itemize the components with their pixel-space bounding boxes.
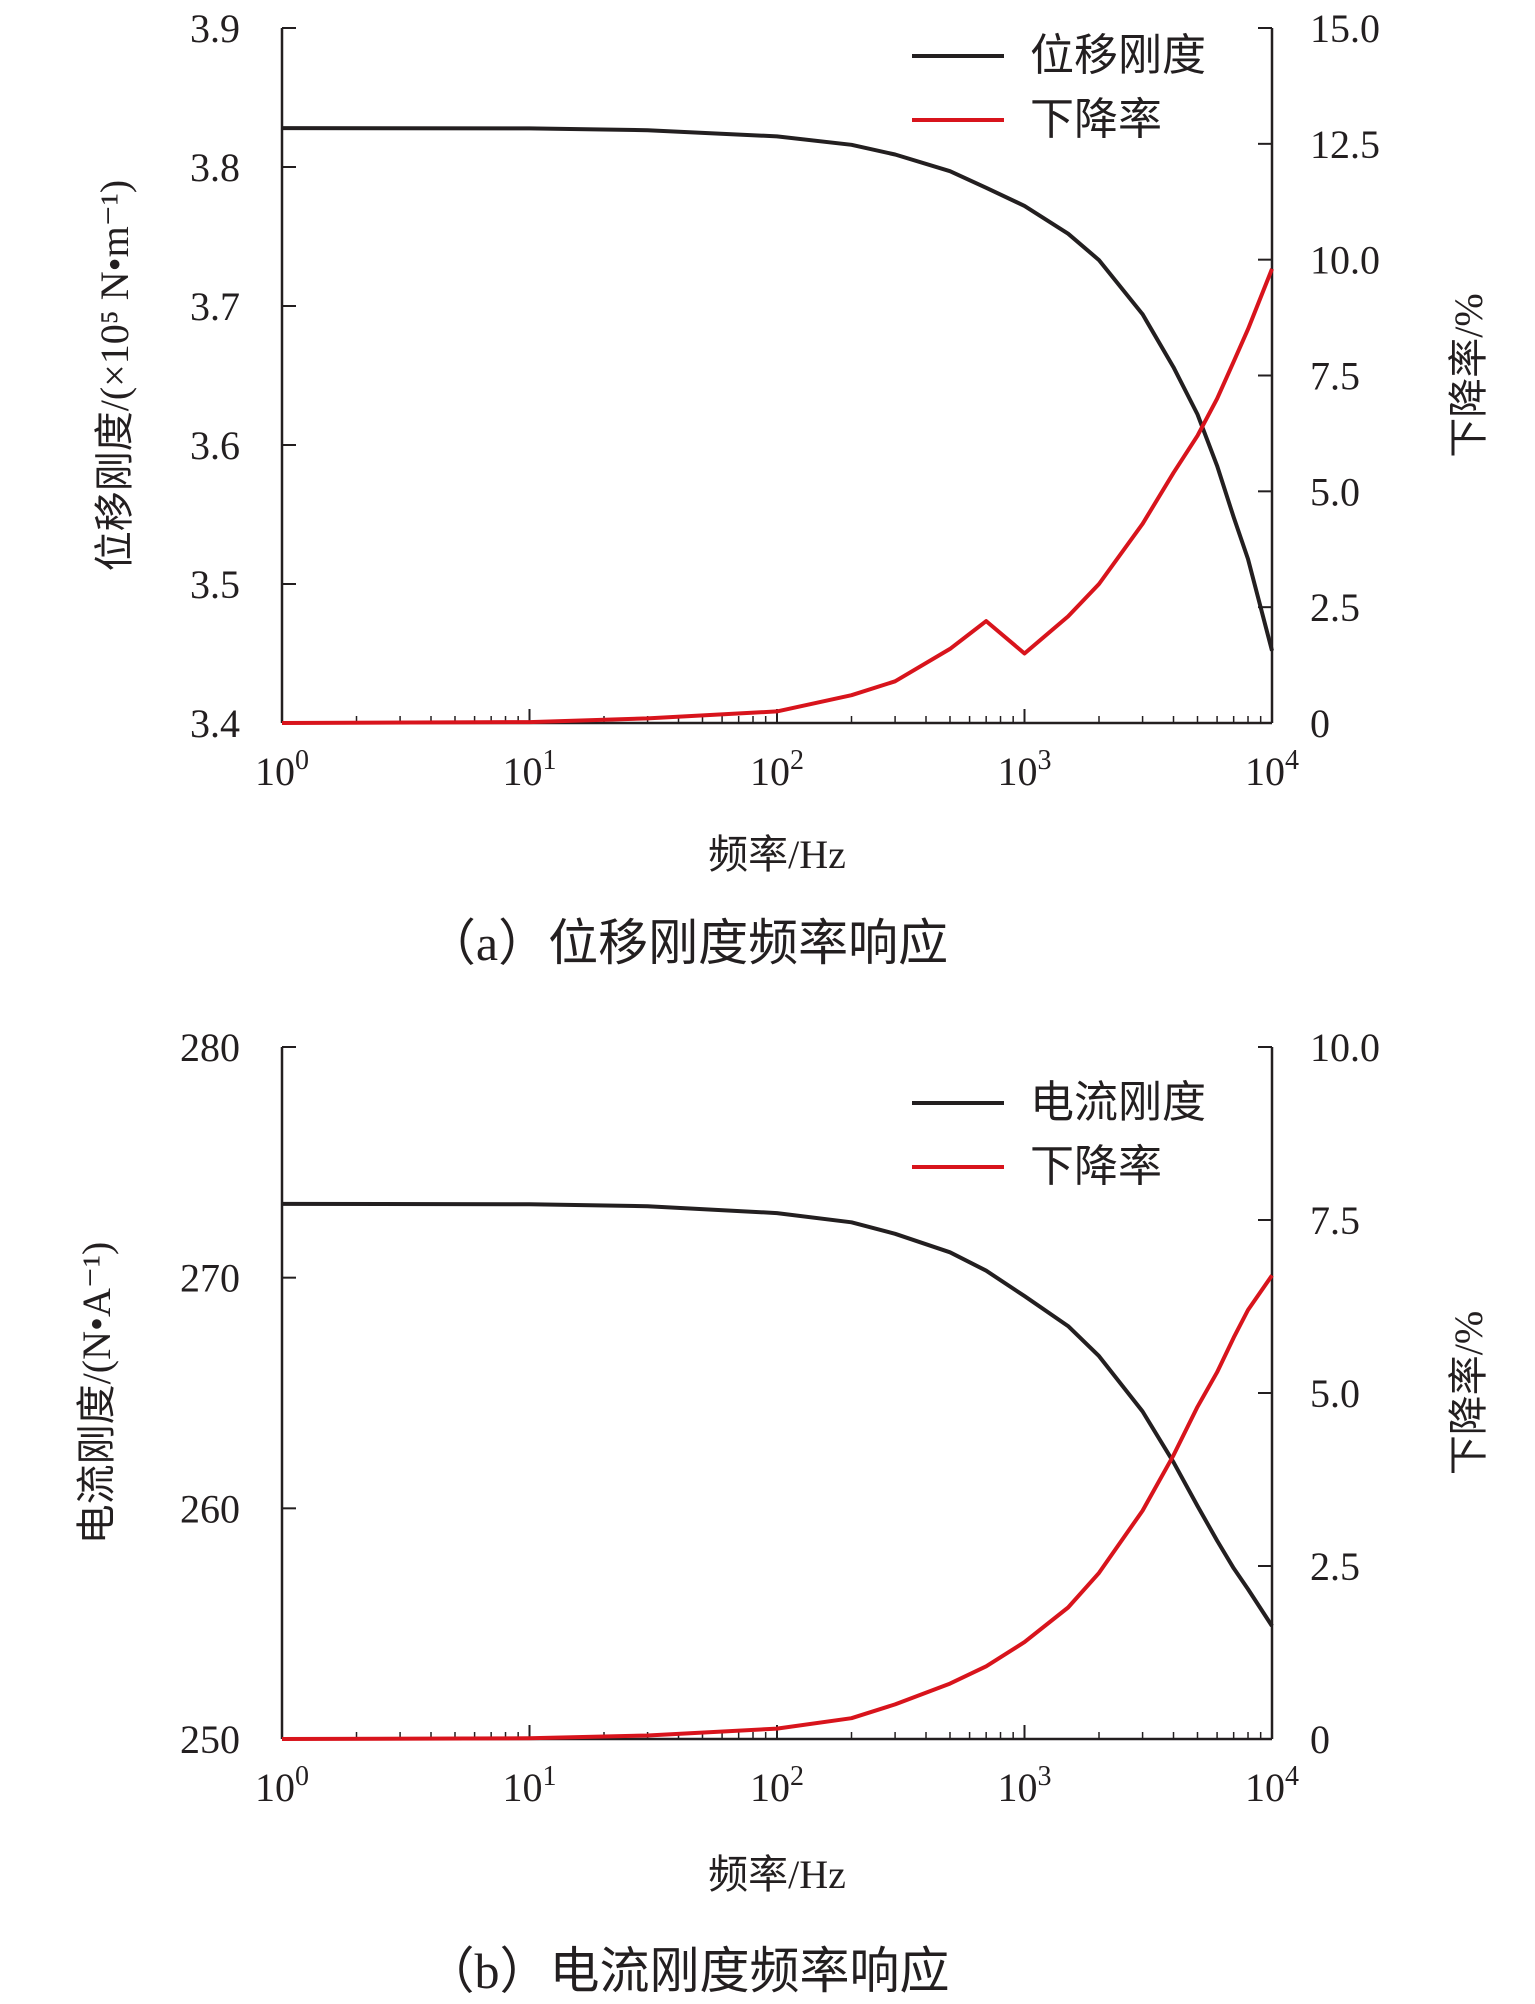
right-y-tick-label: 0 <box>1310 1717 1330 1762</box>
x-tick-exponent: 2 <box>790 745 804 776</box>
left-y-tick-label: 3.9 <box>190 6 240 51</box>
right-y-tick-label: 2.5 <box>1310 585 1360 630</box>
right-y-tick-label: 12.5 <box>1310 122 1380 167</box>
x-tick-label: 101 <box>503 1761 557 1810</box>
right-y-tick-label: 7.5 <box>1310 354 1360 399</box>
left-y-tick-label: 250 <box>180 1717 240 1762</box>
series-line-1 <box>281 1274 1274 1741</box>
x-tick-base: 10 <box>998 749 1038 794</box>
x-tick-base: 10 <box>1245 1765 1285 1810</box>
right-y-tick-label: 15.0 <box>1310 6 1380 51</box>
legend-label: 下降率 <box>1030 95 1162 144</box>
legend-label: 电流刚度 <box>1030 1078 1206 1127</box>
x-tick-label: 100 <box>255 745 309 794</box>
left-y-tick-label: 3.7 <box>190 284 240 329</box>
x-axis-title: 频率/Hz <box>708 832 846 877</box>
x-tick-base: 10 <box>750 1765 790 1810</box>
figure-caption: （b）电流刚度频率响应 <box>425 1943 950 1999</box>
right-y-tick-label: 2.5 <box>1310 1544 1360 1589</box>
left-y-tick-label: 3.8 <box>190 145 240 190</box>
right-y-axis-title: 下降率/% <box>1446 1311 1491 1475</box>
x-tick-base: 10 <box>750 749 790 794</box>
x-tick-exponent: 1 <box>543 745 557 776</box>
right-y-tick-label: 5.0 <box>1310 1371 1360 1416</box>
right-y-tick-label: 5.0 <box>1310 469 1360 514</box>
x-tick-exponent: 2 <box>790 1761 804 1792</box>
x-tick-exponent: 3 <box>1038 745 1052 776</box>
chart-panel-a: 100 101 102 103 1043.43.53.63.73.83.902.55.0… <box>92 6 1491 971</box>
x-tick-base: 10 <box>503 749 543 794</box>
x-tick-label: 103 <box>998 745 1052 794</box>
left-y-axis-title: 电流刚度/(N•A⁻¹) <box>74 1242 119 1545</box>
x-tick-label: 102 <box>750 745 804 794</box>
left-y-tick-label: 260 <box>180 1486 240 1531</box>
right-y-tick-label: 0 <box>1310 701 1330 746</box>
x-tick-label: 104 <box>1245 1761 1299 1810</box>
right-y-tick-label: 10.0 <box>1310 1025 1380 1070</box>
x-tick-label: 103 <box>998 1761 1052 1810</box>
figure-caption: （a）位移刚度频率响应 <box>426 915 948 971</box>
left-y-tick-label: 270 <box>180 1256 240 1301</box>
legend-label: 位移刚度 <box>1030 31 1206 80</box>
series-line-0 <box>281 1201 1274 1628</box>
left-y-tick-label: 3.4 <box>190 701 240 746</box>
x-tick-base: 10 <box>503 1765 543 1810</box>
right-y-axis-title: 下降率/% <box>1446 293 1491 457</box>
x-tick-exponent: 4 <box>1285 745 1299 776</box>
x-tick-base: 10 <box>998 1765 1038 1810</box>
x-tick-label: 102 <box>750 1761 804 1810</box>
left-y-tick-label: 3.5 <box>190 562 240 607</box>
legend-label: 下降率 <box>1030 1142 1162 1191</box>
right-y-tick-label: 7.5 <box>1310 1198 1360 1243</box>
x-tick-exponent: 3 <box>1038 1761 1052 1792</box>
x-tick-exponent: 0 <box>295 1761 309 1792</box>
series-line-1 <box>281 268 1274 725</box>
x-tick-exponent: 0 <box>295 745 309 776</box>
chart-panel-b: 100 101 102 103 10425026027028002.55.07.510.… <box>74 1025 1491 1999</box>
x-tick-label: 104 <box>1245 745 1299 794</box>
left-y-tick-label: 3.6 <box>190 423 240 468</box>
right-y-tick-label: 10.0 <box>1310 238 1380 283</box>
x-tick-exponent: 1 <box>543 1761 557 1792</box>
x-tick-base: 10 <box>255 1765 295 1810</box>
x-tick-exponent: 4 <box>1285 1761 1299 1792</box>
left-y-axis-title: 位移刚度/(×10⁵ N•m⁻¹) <box>92 180 137 571</box>
series-line-0 <box>281 126 1274 652</box>
x-axis-title: 频率/Hz <box>708 1852 846 1897</box>
x-tick-label: 100 <box>255 1761 309 1810</box>
x-tick-base: 10 <box>1245 749 1285 794</box>
x-tick-label: 101 <box>503 745 557 794</box>
x-tick-base: 10 <box>255 749 295 794</box>
left-y-tick-label: 280 <box>180 1025 240 1070</box>
